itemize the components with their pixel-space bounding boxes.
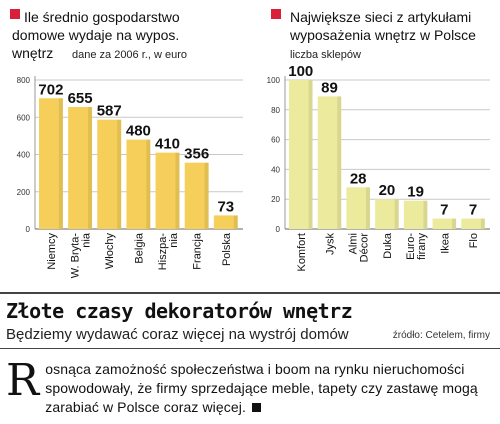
chart1-value-label: 587 xyxy=(97,103,122,120)
chart1-bar xyxy=(97,119,122,229)
middle-rule xyxy=(0,348,500,349)
chart1-bar xyxy=(126,139,151,229)
chart2-bar-shade xyxy=(480,218,485,229)
chart1-value-label: 356 xyxy=(184,146,209,163)
chart2-title-line-1: Największe sieci z artykułami xyxy=(290,9,471,25)
chart2-bar xyxy=(461,218,485,229)
article-subheadline: Będziemy wydawać coraz więcej na wystrój… xyxy=(6,326,349,343)
chart1-bar xyxy=(155,152,180,229)
chart2-value-label: 28 xyxy=(350,170,367,187)
chart1-bar-shade xyxy=(58,98,63,229)
chart2-title-line-2: wyposażenia wnętrz w Polsce xyxy=(289,27,476,43)
chart2-category-label: Duka xyxy=(382,232,394,259)
chart2-category-label: Ikea xyxy=(439,232,451,254)
chart1-category-label: Francja xyxy=(192,232,204,270)
chart2-y-tick-label: 100 xyxy=(267,76,281,85)
chart1-category-label: Belgia xyxy=(133,232,145,263)
chart2-bar-shade xyxy=(365,187,370,229)
chart1-y-tick-label: 200 xyxy=(17,188,31,197)
chart2-bar xyxy=(346,187,370,229)
chart1-bar xyxy=(184,162,209,229)
chart1-category-label: Włochy xyxy=(104,233,116,270)
chart1-title-line-1: Ile średnio gospodarstwo xyxy=(24,9,180,25)
chart2-bar-shade xyxy=(452,218,457,229)
chart1-title-line-3: wnętrz xyxy=(11,45,53,61)
chart2-category-label: Flo xyxy=(468,233,480,248)
chart1-bar xyxy=(68,107,93,229)
chart2-subtitle: liczba sklepów xyxy=(290,49,361,61)
chart2-bar xyxy=(317,96,342,229)
chart1-y-tick-label: 400 xyxy=(17,151,31,160)
chart2-bar xyxy=(432,218,457,229)
chart1-category-label: nia xyxy=(168,232,180,248)
chart1-value-label: 702 xyxy=(38,81,63,98)
article-body-text: osnąca zamożność społeczeństwa i boom na… xyxy=(45,361,478,415)
chart2-value-label: 20 xyxy=(379,182,396,199)
chart2-category-label: firany xyxy=(416,233,428,260)
chart1-bar xyxy=(39,98,63,229)
chart2-bar-shade xyxy=(423,200,428,229)
chart1-category-label: nia xyxy=(81,232,93,248)
chart2-category-label: Jysk xyxy=(324,233,336,256)
end-mark xyxy=(251,403,261,412)
chart2-y-tick-label: 20 xyxy=(271,195,280,204)
chart1-title-marker xyxy=(10,9,20,19)
chart1-category-label: Niemcy xyxy=(46,233,58,270)
chart1-value-label: 73 xyxy=(217,198,234,215)
chart1-category-label: Hiszpa- xyxy=(157,233,169,271)
chart2-bar xyxy=(289,80,313,229)
chart1-value-label: 480 xyxy=(126,123,151,140)
chart2-y-tick-label: 40 xyxy=(271,165,280,174)
chart1-bar-shade xyxy=(233,215,238,229)
source-note: źródło: Cetelem, firmy xyxy=(392,330,490,341)
chart1-value-label: 655 xyxy=(68,90,93,107)
chart2-y-tick-label: 0 xyxy=(276,225,281,234)
chart1-title-line-2: domowe wydaje na wypos. xyxy=(12,27,179,43)
chart2-bar xyxy=(403,200,428,229)
chart2-y-tick-label: 60 xyxy=(271,136,280,145)
drop-cap: R xyxy=(6,355,40,406)
chart2-bar-shade xyxy=(394,199,399,229)
chart1-y-tick-label: 0 xyxy=(26,225,31,234)
charts-canvas: Ile średnio gospodarstwo domowe wydaje na… xyxy=(10,9,490,279)
chart2-bar-shade xyxy=(337,96,342,229)
article-headline: Złote czasy dekoratorów wnętrz xyxy=(6,299,353,323)
chart1-bar-shade xyxy=(146,139,151,229)
chart1-bar-shade xyxy=(204,162,209,229)
chart1-value-label: 410 xyxy=(155,136,180,153)
chart2-title-marker xyxy=(271,9,281,19)
chart1-bar-shade xyxy=(88,107,93,229)
chart1-bar-shade xyxy=(117,119,122,229)
chart2-bar-shade xyxy=(308,80,313,229)
chart2-category-label: Euro- xyxy=(405,233,417,260)
chart2-value-label: 19 xyxy=(407,184,424,201)
chart2-category-label: Almi xyxy=(348,233,360,254)
top-rule xyxy=(0,292,500,294)
chart2-y-tick-label: 80 xyxy=(271,106,280,115)
chart1-category-label: Polska xyxy=(221,232,233,266)
chart2-value-label: 89 xyxy=(321,79,338,96)
chart1-y-tick-label: 800 xyxy=(17,76,31,85)
chart2-value-label: 7 xyxy=(469,202,477,219)
chart2-bar xyxy=(375,199,399,229)
chart2-value-label: 100 xyxy=(288,63,313,80)
chart2-category-label: Komfort xyxy=(296,233,308,272)
chart1-subtitle: dane za 2006 r., w euro xyxy=(72,49,187,61)
chart1-bar-shade xyxy=(175,152,180,229)
chart2-value-label: 7 xyxy=(440,202,448,219)
chart1-y-tick-label: 600 xyxy=(17,113,31,122)
chart1-category-label: W. Bryta- xyxy=(70,233,82,279)
chart2-category-label: Décor xyxy=(359,233,371,263)
chart1-bar xyxy=(213,215,238,229)
